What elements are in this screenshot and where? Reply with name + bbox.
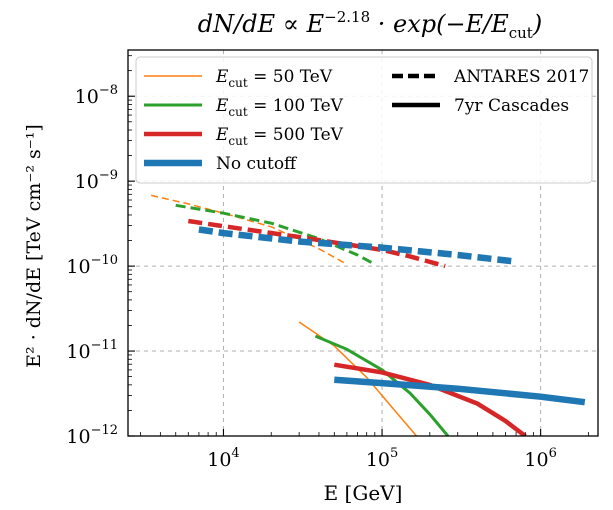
x-tick-base: 10: [524, 449, 548, 471]
y-tick-exponent: −8: [99, 83, 118, 98]
y-axis-label-text: E² · dN/dE [TeV cm⁻² s⁻¹]: [23, 124, 45, 368]
style-legend-label: 7yr Cascades: [454, 96, 569, 116]
chart-title: dN/dE ∝ E−2.18 · exp(−E/Ecut): [198, 8, 542, 42]
x-tick-label: 104: [207, 446, 239, 471]
legend-label: Ecut = 50 TeV: [215, 67, 333, 90]
legend-label-sub: cut: [228, 76, 247, 90]
y-tick-label: 10−11: [66, 338, 118, 363]
x-tick-exponent: 5: [390, 446, 398, 461]
legend-label-sub: cut: [228, 134, 247, 148]
y-tick-exponent: −12: [91, 423, 118, 438]
title-rhs: · exp(−E/E: [370, 10, 509, 38]
cascades-line: [334, 376, 586, 406]
y-tick-label: 10−12: [66, 423, 118, 448]
x-axis-label-text: E [GeV]: [324, 481, 403, 505]
x-axis-label: E [GeV]: [324, 481, 403, 505]
y-tick-label: 10−10: [66, 253, 118, 278]
title-lhs: dN/dE ∝ E: [198, 10, 325, 38]
antares-line: [198, 226, 517, 265]
cascades-line: [333, 362, 527, 436]
legend-label-value: = 500 TeV: [248, 125, 344, 145]
title-exponent: −2.18: [324, 8, 370, 26]
y-tick-base: 10: [75, 86, 99, 108]
x-tick-exponent: 6: [549, 446, 557, 461]
x-tick-exponent: 4: [231, 446, 239, 461]
antares-line: [187, 218, 446, 269]
x-tick-label: 105: [366, 446, 398, 471]
y-tick-base: 10: [66, 341, 90, 363]
legend-label-value: = 50 TeV: [248, 67, 333, 87]
legend-label-symbol: E: [215, 125, 229, 145]
legend-label-sub: cut: [228, 105, 247, 119]
x-tick-label: 106: [524, 446, 556, 471]
legend-label: No cutoff: [216, 154, 298, 174]
legend-label: Ecut = 500 TeV: [215, 125, 344, 148]
series-3: [198, 226, 586, 406]
antares-line: [175, 203, 376, 266]
y-tick-exponent: −9: [99, 168, 118, 183]
plot-frame: [127, 49, 599, 437]
style-legend-label: ANTARES 2017: [453, 67, 589, 87]
y-tick-label: 10−9: [75, 168, 118, 193]
y-axis-label: E² · dN/dE [TeV cm⁻² s⁻¹]: [23, 124, 45, 368]
title-tail: ): [532, 10, 542, 38]
antares-line: [151, 194, 348, 265]
y-tick-exponent: −11: [91, 338, 118, 353]
x-tick-base: 10: [366, 449, 390, 471]
legend-label-symbol: E: [215, 96, 229, 116]
y-tick-base: 10: [66, 256, 90, 278]
legend-box: [135, 56, 593, 184]
y-tick-exponent: −10: [91, 253, 118, 268]
series-group: [151, 194, 586, 436]
legend-label-symbol: E: [215, 67, 229, 87]
legend-label-value: = 100 TeV: [248, 96, 344, 116]
y-tick-label: 10−8: [75, 83, 118, 108]
x-tick-base: 10: [207, 449, 231, 471]
series-0: [151, 194, 418, 436]
y-tick-base: 10: [66, 426, 90, 448]
legend-label: Ecut = 100 TeV: [215, 96, 344, 119]
title-subscript: cut: [509, 24, 533, 42]
y-tick-base: 10: [75, 171, 99, 193]
